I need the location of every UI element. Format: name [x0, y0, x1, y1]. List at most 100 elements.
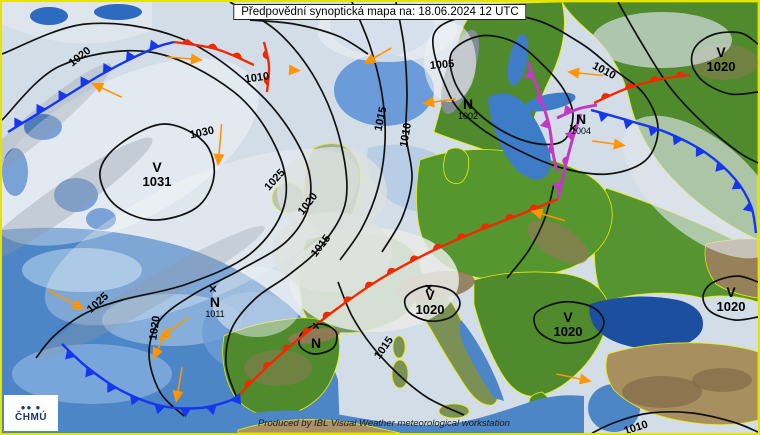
wind-arrow-tail — [433, 98, 456, 103]
front-marker-warm — [364, 281, 375, 289]
front-marker-warm — [674, 71, 686, 77]
front-marker-cold — [58, 90, 68, 101]
front-marker-warm — [536, 93, 543, 104]
front-cold — [61, 343, 241, 410]
wind-arrow — [613, 138, 626, 150]
front-marker-cold — [154, 404, 166, 415]
isobar-1030 — [99, 123, 216, 221]
wind-arrow — [578, 373, 592, 385]
isobar-1015 — [225, 2, 348, 397]
front-marker-cold — [731, 179, 743, 190]
isobar-1020 — [533, 300, 605, 345]
front-marker-warm — [432, 243, 443, 251]
front-marker-cold — [623, 119, 634, 130]
front-marker-cold — [80, 76, 91, 87]
wind-arrow — [71, 299, 85, 310]
black-sea — [589, 296, 703, 350]
chmu-logo-text: ČHMÚ — [15, 411, 47, 423]
isobar-line — [298, 323, 338, 355]
front-marker-warm — [547, 143, 554, 155]
wind-arrow — [172, 390, 184, 403]
front-marker-warm — [343, 296, 353, 304]
isobar-1010 — [432, 12, 659, 176]
wind-arrow-tail — [592, 140, 615, 145]
isobar-1010 — [591, 411, 758, 433]
wind-arrow-tail — [556, 373, 581, 380]
front-marker-warm — [181, 39, 193, 45]
front-marker-warm — [231, 52, 242, 60]
wind-arrow — [158, 328, 172, 341]
wind-arrow-tail — [218, 124, 223, 155]
pyrenees — [288, 328, 340, 344]
front-marker-cold — [523, 69, 535, 80]
front-occluded — [556, 103, 598, 120]
isobar-1005 — [449, 34, 574, 146]
front-marker-warm — [282, 344, 292, 353]
wind-arrow-tail — [177, 367, 183, 392]
front-marker-cold — [598, 111, 609, 123]
front-marker-cold — [14, 117, 24, 129]
wind-arrow-tail — [101, 87, 123, 99]
isobar-line — [249, 19, 369, 55]
wind-arrow — [530, 208, 544, 220]
wind-arrow-tail — [578, 72, 603, 77]
chmu-logo: ●● ● ČHMÚ — [4, 395, 58, 431]
front-marker-cold — [36, 103, 46, 115]
front-marker-cold — [539, 118, 550, 129]
isobar-line — [506, 183, 555, 279]
front-marker-cold — [552, 180, 563, 192]
front-marker-cold — [231, 394, 242, 405]
front-marker-warm — [409, 255, 420, 263]
wind-arrow — [190, 53, 203, 65]
isobar-1025 — [2, 49, 288, 359]
isobar-1015 — [339, 2, 387, 261]
front-marker-cold — [205, 405, 217, 416]
front-warm — [239, 197, 559, 395]
wind-arrow — [567, 67, 580, 79]
front-marker-warm — [263, 74, 269, 86]
isobar-line — [617, 2, 758, 164]
isobar-1020 — [702, 275, 758, 321]
front-marker-warm — [528, 204, 540, 212]
front-marker-warm — [302, 327, 312, 336]
wind-arrow-tail — [167, 56, 192, 60]
front-marker-cold — [130, 394, 141, 406]
front-marker-warm — [262, 49, 269, 60]
front-cold — [590, 108, 758, 234]
isobar-1020 — [690, 31, 758, 96]
front-marker-cold — [65, 349, 76, 360]
wind-arrow — [213, 153, 225, 166]
front-marker-warm — [263, 362, 272, 371]
front-marker-warm — [504, 214, 515, 221]
wind-arrow — [363, 53, 377, 64]
chmu-logo-icon: ●● ● — [20, 402, 42, 412]
front-marker-warm — [456, 233, 467, 240]
front-marker-cold — [563, 104, 574, 115]
front-marker-cold — [85, 366, 96, 378]
front-marker-cold — [695, 146, 706, 158]
cloud-layer — [2, 2, 758, 359]
wind-arrow-tail — [541, 213, 566, 222]
front-marker-warm — [649, 76, 661, 82]
map-title: Předpovědní synoptická mapa na: 18.06.20… — [233, 4, 527, 20]
producer-credit: Produced by IBL Visual Weather meteorolo… — [258, 418, 510, 429]
front-warm — [262, 41, 271, 93]
front-marker-cold — [648, 126, 659, 137]
isobar-1015 — [337, 281, 465, 416]
front-cold — [7, 40, 175, 134]
front-marker-warm — [562, 155, 569, 167]
wind-arrow — [91, 82, 105, 93]
front-occluded — [556, 113, 583, 200]
wind-arrow — [288, 64, 301, 76]
front-warm — [593, 73, 691, 105]
wind-arrow — [152, 346, 163, 360]
front-marker-warm — [600, 93, 611, 100]
carpathians — [527, 220, 589, 264]
wind-arrow-tail — [47, 289, 75, 305]
isobar-1010 — [381, 2, 413, 253]
front-marker-cold — [107, 382, 117, 393]
front-marker-warm — [322, 311, 332, 320]
